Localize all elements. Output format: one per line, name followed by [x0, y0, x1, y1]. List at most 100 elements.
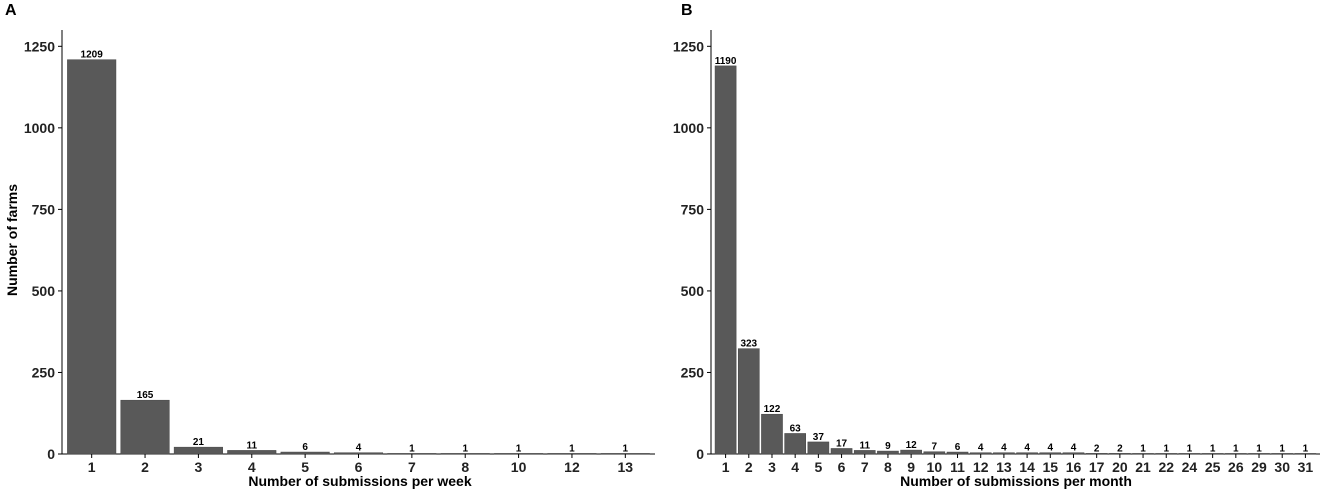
- data-label: 1: [516, 443, 522, 454]
- data-label: 4: [356, 443, 362, 454]
- x-tick-label: 10: [511, 459, 527, 475]
- x-axis-label: Number of submissions per month: [900, 473, 1132, 489]
- x-tick-label: 5: [301, 459, 309, 475]
- data-label: 1: [1140, 443, 1146, 454]
- x-tick-label: 15: [1042, 459, 1058, 475]
- x-tick-label: 1: [88, 459, 96, 475]
- x-tick-label: 20: [1112, 459, 1128, 475]
- x-tick-label: 8: [461, 459, 469, 475]
- x-tick-label: 17: [1089, 459, 1105, 475]
- x-tick-label: 5: [814, 459, 822, 475]
- y-tick-label: 1000: [673, 120, 704, 136]
- data-label: 12: [906, 440, 918, 451]
- panel-label-a: A: [5, 2, 17, 19]
- bar: [784, 433, 806, 455]
- data-label: 37: [813, 432, 825, 443]
- x-tick-label: 31: [1298, 459, 1314, 475]
- y-tick-label: 250: [681, 364, 705, 380]
- data-label: 1: [1279, 443, 1285, 454]
- bar: [761, 413, 783, 455]
- x-tick-label: 1: [722, 459, 730, 475]
- data-label: 122: [764, 404, 781, 415]
- data-label: 1: [409, 443, 415, 454]
- data-label: 4: [978, 443, 984, 454]
- bar: [120, 399, 170, 455]
- data-label: 7: [932, 442, 938, 453]
- y-tick-label: 250: [32, 364, 56, 380]
- data-label: 1: [462, 443, 468, 454]
- data-label: 1: [1210, 443, 1216, 454]
- x-tick-label: 13: [618, 459, 634, 475]
- bar: [173, 446, 223, 455]
- data-label: 11: [246, 440, 257, 451]
- data-label: 1190: [715, 56, 737, 67]
- x-axis-label: Number of submissions per week: [248, 473, 471, 489]
- data-label: 4: [1071, 443, 1077, 454]
- x-tick-label: 10: [927, 459, 943, 475]
- x-tick-label: 7: [408, 459, 416, 475]
- panel-label-b: B: [681, 2, 693, 19]
- data-label: 63: [790, 423, 802, 434]
- y-tick-label: 750: [681, 201, 705, 217]
- x-tick-label: 22: [1158, 459, 1174, 475]
- x-tick-label: 12: [973, 459, 989, 475]
- x-tick-label: 6: [355, 459, 363, 475]
- data-label: 165: [137, 390, 154, 401]
- x-tick-label: 9: [907, 459, 915, 475]
- data-label: 11: [859, 440, 870, 451]
- bar: [737, 348, 760, 455]
- x-tick-label: 8: [884, 459, 892, 475]
- data-label: 1: [1233, 443, 1239, 454]
- bar: [714, 65, 737, 455]
- x-tick-label: 4: [791, 459, 799, 475]
- data-label: 1: [623, 443, 629, 454]
- x-tick-label: 14: [1019, 459, 1035, 475]
- y-tick-label: 500: [681, 283, 705, 299]
- x-tick-label: 3: [768, 459, 776, 475]
- bar: [67, 59, 117, 455]
- y-tick-label: 1000: [24, 120, 55, 136]
- x-tick-label: 4: [248, 459, 256, 475]
- x-tick-label: 30: [1274, 459, 1290, 475]
- x-tick-label: 26: [1228, 459, 1244, 475]
- data-label: 1: [1303, 443, 1309, 454]
- data-label: 1: [1256, 443, 1262, 454]
- y-tick-label: 0: [696, 446, 704, 462]
- y-tick-label: 500: [32, 283, 56, 299]
- panel-b: B Number of submissions per month 0 250 50…: [660, 0, 1325, 495]
- x-tick-label: 2: [141, 459, 149, 475]
- data-label: 1: [569, 443, 575, 454]
- y-axis-label: Number of farms: [4, 184, 20, 296]
- data-label: 2: [1117, 443, 1123, 454]
- x-tick-label: 29: [1251, 459, 1267, 475]
- data-label: 4: [1048, 443, 1054, 454]
- panel-a: A Number of farms Number of submissions …: [0, 0, 660, 495]
- data-label: 9: [885, 441, 891, 452]
- data-label: 1: [1187, 443, 1193, 454]
- x-tick-label: 12: [564, 459, 580, 475]
- data-label: 6: [955, 442, 961, 453]
- chart-b-svg: Number of submissions per month 0 250 500 7…: [673, 30, 1320, 489]
- y-tick-label: 1250: [673, 38, 704, 54]
- x-tick-label: 16: [1066, 459, 1082, 475]
- x-tick-label: 25: [1205, 459, 1221, 475]
- data-label: 4: [1024, 443, 1030, 454]
- x-tick-label: 6: [838, 459, 846, 475]
- y-tick-label: 750: [32, 201, 56, 217]
- data-label: 17: [836, 438, 848, 449]
- x-tick-label: 11: [950, 459, 965, 475]
- x-tick-label: 21: [1135, 459, 1151, 475]
- x-tick-label: 13: [996, 459, 1012, 475]
- data-label: 4: [1001, 443, 1007, 454]
- x-tick-label: 7: [861, 459, 869, 475]
- y-tick-label: 1250: [24, 38, 55, 54]
- chart-a-svg: Number of farms Number of submissions pe…: [4, 30, 655, 489]
- data-label: 6: [302, 442, 308, 453]
- data-label: 1: [1163, 443, 1169, 454]
- data-label: 323: [740, 339, 757, 350]
- x-tick-label: 24: [1182, 459, 1198, 475]
- x-tick-label: 2: [745, 459, 753, 475]
- bar: [807, 441, 830, 455]
- data-label: 1209: [81, 50, 104, 61]
- data-label: 2: [1094, 443, 1100, 454]
